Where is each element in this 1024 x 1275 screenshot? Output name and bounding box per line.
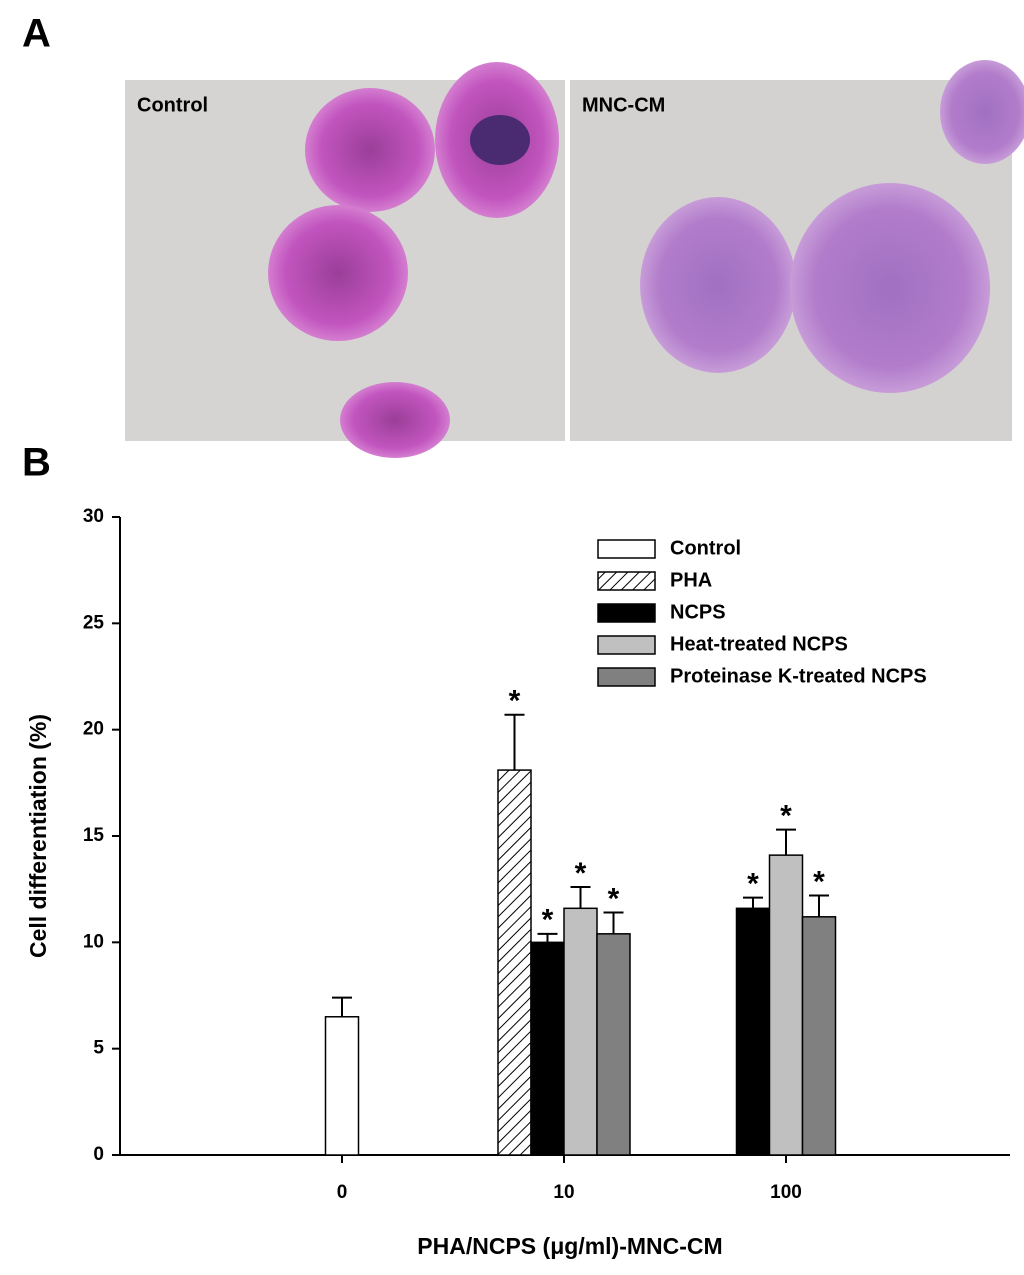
y-tick-label: 25 <box>83 612 105 633</box>
bar <box>497 769 532 1156</box>
significance-mark: * <box>575 857 587 890</box>
x-axis-label: PHA/NCPS (μg/ml)-MNC-CM <box>417 1233 722 1259</box>
bar <box>801 916 837 1156</box>
error-bar <box>776 828 796 856</box>
error-bar <box>537 932 558 943</box>
y-tick-label: 20 <box>83 719 104 740</box>
y-axis-label: Cell differentiation (%) <box>25 714 51 958</box>
significance-mark: * <box>747 868 759 901</box>
significance-mark: * <box>780 800 792 833</box>
image-label: Control <box>137 94 208 116</box>
y-tick-label: 30 <box>83 506 104 527</box>
legend-label: PHA <box>670 569 712 591</box>
x-tick-label: 0 <box>337 1182 348 1203</box>
legend-label: Proteinase K-treated NCPS <box>670 665 927 687</box>
significance-mark: * <box>813 865 825 898</box>
panel-label: A <box>22 12 51 56</box>
error-bar <box>603 911 624 934</box>
y-tick-label: 15 <box>83 825 105 846</box>
bar <box>530 941 565 1156</box>
legend-label: NCPS <box>670 601 726 623</box>
y-tick-label: 10 <box>83 931 104 952</box>
legend-swatch <box>597 667 656 687</box>
legend-label: Control <box>670 537 741 559</box>
legend-swatch <box>597 635 656 655</box>
bar <box>735 907 771 1156</box>
significance-mark: * <box>509 685 521 718</box>
y-tick-label: 0 <box>93 1144 104 1165</box>
y-tick-label: 5 <box>93 1038 104 1059</box>
legend-swatch <box>597 603 656 623</box>
bar <box>596 933 631 1156</box>
bar <box>563 907 598 1156</box>
legend-swatch <box>597 539 656 559</box>
micrograph: MNC-CM <box>570 60 1024 441</box>
error-bar <box>332 996 352 1017</box>
error-bar <box>504 713 525 771</box>
x-tick-label: 10 <box>553 1182 574 1203</box>
significance-mark: * <box>542 904 554 937</box>
panel-label: B <box>22 441 51 485</box>
error-bar <box>570 886 591 909</box>
error-bar <box>809 894 829 917</box>
bar <box>768 854 804 1156</box>
legend-label: Heat-treated NCPS <box>670 633 848 655</box>
legend-swatch <box>597 571 656 591</box>
error-bar <box>743 896 763 909</box>
significance-mark: * <box>608 882 620 915</box>
x-tick-label: 100 <box>770 1182 802 1203</box>
bar <box>324 1016 360 1156</box>
image-label: MNC-CM <box>582 94 665 116</box>
micrograph: Control <box>125 62 565 458</box>
